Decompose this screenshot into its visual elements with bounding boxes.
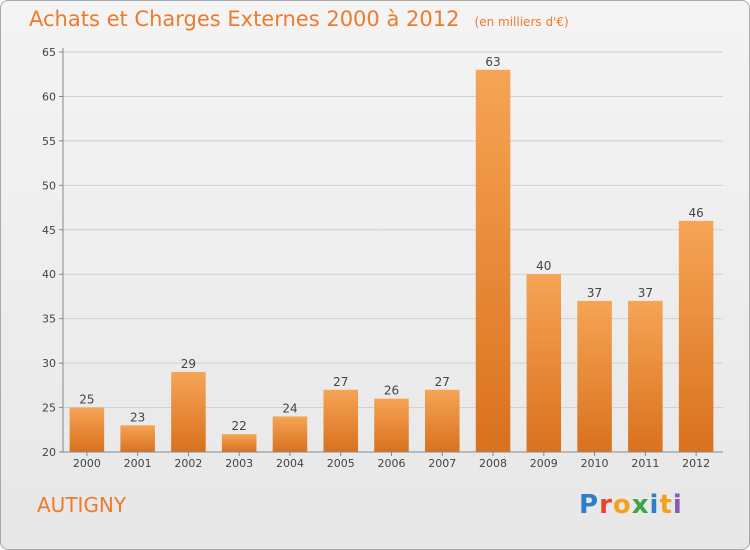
x-tick-label-2008: 2008 bbox=[479, 457, 507, 470]
data-label-2002: 29 bbox=[181, 357, 196, 371]
y-tick-label: 30 bbox=[42, 357, 56, 370]
bar-2002 bbox=[171, 372, 206, 452]
y-tick-label: 65 bbox=[42, 46, 56, 59]
x-tick-label-2003: 2003 bbox=[225, 457, 253, 470]
bar-2008 bbox=[475, 69, 511, 453]
x-tick-label-2002: 2002 bbox=[174, 457, 202, 470]
y-tick-label: 45 bbox=[42, 224, 56, 237]
data-label-2006: 26 bbox=[384, 384, 399, 398]
bar-2010 bbox=[577, 300, 612, 452]
logo-letter: o bbox=[612, 490, 632, 520]
data-label-2005: 27 bbox=[333, 375, 348, 389]
x-tick-label-2009: 2009 bbox=[530, 457, 558, 470]
bar-2007 bbox=[425, 389, 460, 452]
data-label-2004: 24 bbox=[282, 401, 297, 415]
y-tick-label: 20 bbox=[42, 446, 56, 459]
x-tick-label-2005: 2005 bbox=[327, 457, 355, 470]
bar-2000 bbox=[69, 407, 105, 452]
logo-letter: i bbox=[649, 490, 660, 520]
logo-letter: r bbox=[599, 490, 613, 520]
bar-2004 bbox=[272, 416, 308, 452]
bar-2001 bbox=[120, 425, 155, 452]
y-tick-label: 55 bbox=[42, 135, 56, 148]
bar-2005 bbox=[323, 389, 358, 452]
x-tick-label-2011: 2011 bbox=[631, 457, 659, 470]
x-tick-label-2007: 2007 bbox=[428, 457, 456, 470]
bar-2003 bbox=[221, 434, 257, 452]
data-label-2001: 23 bbox=[130, 410, 145, 424]
y-tick-label: 40 bbox=[42, 268, 56, 281]
data-label-2003: 22 bbox=[232, 419, 247, 433]
data-label-2000: 25 bbox=[79, 393, 94, 407]
bar-2006 bbox=[374, 398, 409, 452]
chart-title-block: Achats et Charges Externes 2000 à 2012 (… bbox=[29, 7, 569, 31]
chart-unit: (en milliers d'€) bbox=[474, 15, 569, 29]
x-tick-label-2004: 2004 bbox=[276, 457, 304, 470]
x-tick-label-2001: 2001 bbox=[124, 457, 152, 470]
x-tick-label-2006: 2006 bbox=[378, 457, 406, 470]
data-label-2008: 63 bbox=[485, 55, 500, 69]
bar-2009 bbox=[526, 274, 562, 452]
logo-letter: t bbox=[659, 490, 673, 520]
bar-2011 bbox=[628, 300, 663, 452]
x-tick-label-2012: 2012 bbox=[682, 457, 710, 470]
proxiti-logo: Proxiti bbox=[579, 490, 683, 520]
y-tick-label: 60 bbox=[42, 90, 56, 103]
data-label-2012: 46 bbox=[688, 206, 703, 220]
logo-letter: P bbox=[579, 490, 600, 520]
bar-2012 bbox=[678, 220, 714, 452]
commune-name: AUTIGNY bbox=[37, 493, 127, 517]
logo-letter: i bbox=[672, 490, 683, 520]
y-tick-label: 50 bbox=[42, 179, 56, 192]
logo-letter: x bbox=[631, 490, 650, 520]
data-label-2011: 37 bbox=[638, 286, 653, 300]
data-label-2009: 40 bbox=[536, 259, 551, 273]
y-tick-label: 35 bbox=[42, 313, 56, 326]
data-label-2010: 37 bbox=[587, 286, 602, 300]
x-tick-label-2010: 2010 bbox=[581, 457, 609, 470]
x-tick-label-2000: 2000 bbox=[73, 457, 101, 470]
y-tick-label: 25 bbox=[42, 402, 56, 415]
chart-title: Achats et Charges Externes 2000 à 2012 bbox=[29, 7, 460, 31]
data-label-2007: 27 bbox=[435, 375, 450, 389]
